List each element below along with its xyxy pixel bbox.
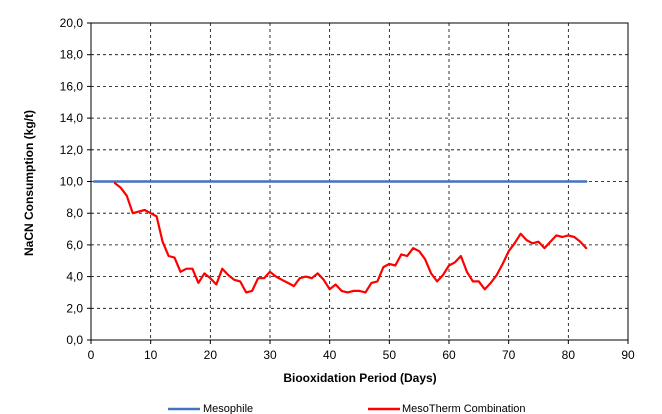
- x-axis-title: Biooxidation Period (Days): [283, 371, 436, 385]
- y-axis-title: NaCN Consumption (kg/t): [22, 110, 36, 256]
- legend-label-mesophile: Mesophile: [203, 403, 253, 414]
- y-tick-label: 20,0: [60, 16, 84, 30]
- x-tick-label: 70: [502, 348, 516, 362]
- x-tick-label: 10: [144, 348, 158, 362]
- y-tick-label: 2,0: [66, 301, 83, 315]
- series: [92, 180, 588, 294]
- x-tick-label: 20: [204, 348, 218, 362]
- legend-label-mesotherm: MesoTherm Combination: [402, 403, 526, 414]
- x-tick-label: 80: [562, 348, 576, 362]
- y-tick-label: 8,0: [66, 206, 83, 220]
- y-tick-label: 0,0: [66, 333, 83, 347]
- y-tick-label: 10,0: [60, 175, 84, 189]
- y-tick-label: 12,0: [60, 143, 84, 157]
- x-tick-label: 90: [621, 348, 635, 362]
- x-axis-ticks: 0 10 20 30 40 50 60 70 80 90: [88, 340, 635, 362]
- x-tick-label: 40: [323, 348, 337, 362]
- y-tick-label: 6,0: [66, 238, 83, 252]
- y-tick-label: 4,0: [66, 270, 83, 284]
- y-tick-label: 14,0: [60, 111, 84, 125]
- y-axis-ticks: 0,0 2,0 4,0 6,0 8,0 10,0 12,0 14,0 16,0 18,0 20,0: [60, 16, 91, 347]
- y-tick-label: 16,0: [60, 79, 84, 93]
- legend: Mesophile MesoTherm Combination: [168, 403, 526, 414]
- x-tick-label: 30: [263, 348, 277, 362]
- x-tick-label: 0: [88, 348, 95, 362]
- y-tick-label: 18,0: [60, 48, 84, 62]
- x-tick-label: 50: [383, 348, 397, 362]
- series-line-mesotherm-combination: [113, 182, 588, 294]
- x-tick-label: 60: [442, 348, 456, 362]
